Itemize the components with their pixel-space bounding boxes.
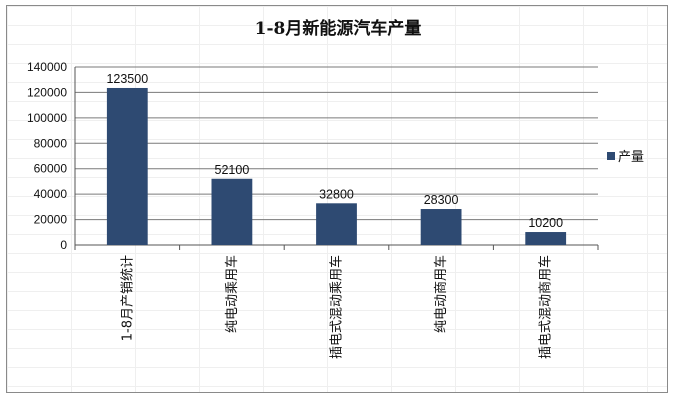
data-label: 52100 xyxy=(215,163,250,177)
bar xyxy=(420,209,462,245)
category-label: 纯电动乘用车 xyxy=(224,255,240,333)
data-label: 28300 xyxy=(424,193,459,207)
y-tick-label: 20000 xyxy=(34,213,68,227)
bar xyxy=(525,232,567,245)
bar xyxy=(106,87,148,245)
legend-label: 产量 xyxy=(618,150,644,165)
category-label: 1-8月产销统计 xyxy=(120,255,135,341)
data-label: 10200 xyxy=(528,216,563,230)
chart-title: 1-8月新能源汽车产量 xyxy=(255,18,422,39)
data-label: 123500 xyxy=(106,72,148,86)
y-axis-ticks: 0 20000 40000 60000 80000 100000 120000 140000 xyxy=(27,60,67,252)
category-labels: 1-8月产销统计 纯电动乘用车 插电式混动乘用车 纯电动商用车 插电式混动商用车 xyxy=(120,255,553,359)
category-label: 纯电动商用车 xyxy=(433,255,449,333)
y-tick-label: 120000 xyxy=(27,85,67,99)
grid-lines xyxy=(74,66,599,250)
legend: 产量 xyxy=(607,150,644,165)
bars xyxy=(106,87,567,245)
y-tick-label: 60000 xyxy=(34,162,68,176)
bar xyxy=(316,203,357,245)
y-tick-label: 80000 xyxy=(34,136,68,150)
data-labels: 123500 52100 32800 28300 10200 xyxy=(106,72,563,230)
y-tick-label: 0 xyxy=(60,238,67,252)
data-label: 32800 xyxy=(319,187,354,201)
y-tick-label: 100000 xyxy=(27,111,67,125)
y-tick-label: 140000 xyxy=(27,60,67,74)
chart-frame xyxy=(6,5,668,393)
y-tick-label: 40000 xyxy=(34,187,68,201)
legend-swatch xyxy=(607,152,615,160)
category-label: 插电式混动乘用车 xyxy=(329,255,345,359)
bar xyxy=(211,178,253,245)
category-label: 插电式混动商用车 xyxy=(538,255,554,359)
